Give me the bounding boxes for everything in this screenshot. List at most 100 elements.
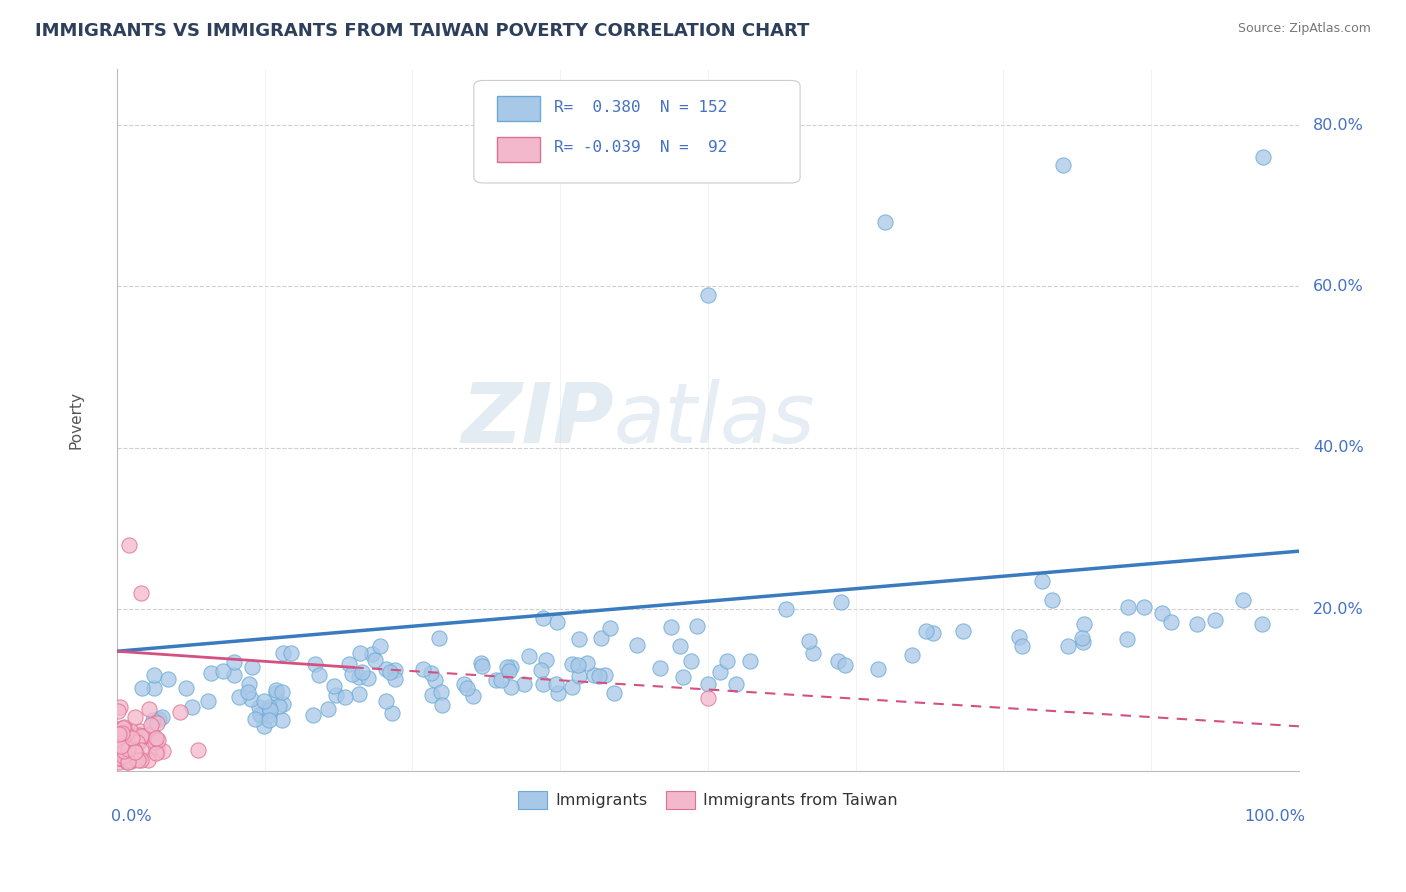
Point <box>626 638 648 652</box>
Point <box>107 751 129 765</box>
Point <box>107 727 129 741</box>
Point <box>127 753 149 767</box>
Point <box>110 746 132 760</box>
Point <box>127 735 149 749</box>
Text: 80.0%: 80.0% <box>1313 118 1364 133</box>
Point <box>485 673 508 688</box>
Point <box>453 677 475 691</box>
Point <box>357 671 380 685</box>
Point <box>110 740 132 755</box>
Point <box>681 654 703 668</box>
Point <box>725 677 748 691</box>
Point <box>603 686 626 700</box>
Point <box>127 749 149 764</box>
Point <box>114 720 136 734</box>
Point <box>136 753 159 767</box>
Point <box>107 705 129 719</box>
FancyBboxPatch shape <box>498 136 540 162</box>
Point <box>1185 617 1208 632</box>
Point <box>110 743 132 757</box>
Text: 20.0%: 20.0% <box>1313 602 1364 616</box>
Point <box>568 632 591 646</box>
Point <box>108 751 131 765</box>
Point <box>1052 158 1074 172</box>
Point <box>593 668 616 682</box>
Point <box>110 747 132 761</box>
Point <box>347 687 370 701</box>
Point <box>350 665 373 679</box>
Point <box>531 610 554 624</box>
Point <box>187 743 209 757</box>
Point <box>427 631 450 645</box>
Text: atlas: atlas <box>613 379 815 460</box>
FancyBboxPatch shape <box>474 80 800 183</box>
Point <box>1152 606 1174 620</box>
Point <box>318 702 340 716</box>
Point <box>112 749 135 764</box>
Point <box>671 670 693 684</box>
Point <box>280 647 302 661</box>
Point <box>115 755 138 769</box>
Point <box>141 718 163 732</box>
Text: IMMIGRANTS VS IMMIGRANTS FROM TAIWAN POVERTY CORRELATION CHART: IMMIGRANTS VS IMMIGRANTS FROM TAIWAN POV… <box>35 22 810 40</box>
Point <box>112 741 135 756</box>
Point <box>456 681 478 695</box>
Point <box>249 707 271 722</box>
Point <box>347 670 370 684</box>
Point <box>568 669 591 683</box>
Point <box>498 664 520 678</box>
Point <box>471 659 494 673</box>
Point <box>125 750 148 764</box>
Point <box>496 660 519 674</box>
Point <box>108 756 131 770</box>
Point <box>915 624 938 638</box>
Point <box>340 666 363 681</box>
Point <box>709 665 731 679</box>
Point <box>128 735 150 749</box>
Point <box>257 699 280 714</box>
Point <box>174 681 197 695</box>
Point <box>375 694 398 708</box>
Point <box>271 713 294 727</box>
Point <box>110 736 132 750</box>
Point <box>129 753 152 767</box>
Point <box>129 586 152 600</box>
Point <box>1118 599 1140 614</box>
Point <box>142 728 165 742</box>
Point <box>110 751 132 765</box>
Point <box>1116 632 1139 647</box>
Point <box>259 703 281 717</box>
Point <box>264 686 287 700</box>
Point <box>830 595 852 609</box>
Point <box>501 680 523 694</box>
Point <box>1071 632 1094 646</box>
Point <box>122 747 145 762</box>
Point <box>200 665 222 680</box>
Point <box>169 706 191 720</box>
Point <box>108 740 131 755</box>
Point <box>1133 599 1156 614</box>
Point <box>112 738 135 752</box>
Point <box>775 601 797 615</box>
Point <box>420 688 443 702</box>
Point <box>142 713 165 727</box>
Point <box>111 721 134 735</box>
Point <box>222 667 245 681</box>
Point <box>129 743 152 757</box>
Point <box>145 731 167 745</box>
Point <box>1071 635 1094 649</box>
Point <box>270 685 292 699</box>
Point <box>259 713 281 727</box>
Text: 0.0%: 0.0% <box>111 809 152 824</box>
Point <box>111 747 134 762</box>
Point <box>271 646 294 660</box>
Point <box>108 743 131 757</box>
Legend: Immigrants, Immigrants from Taiwan: Immigrants, Immigrants from Taiwan <box>512 784 904 815</box>
Point <box>148 733 170 747</box>
Point <box>115 743 138 757</box>
Point <box>110 750 132 764</box>
Point <box>423 673 446 687</box>
Point <box>107 723 129 737</box>
Point <box>108 699 131 714</box>
Text: Poverty: Poverty <box>67 391 83 449</box>
